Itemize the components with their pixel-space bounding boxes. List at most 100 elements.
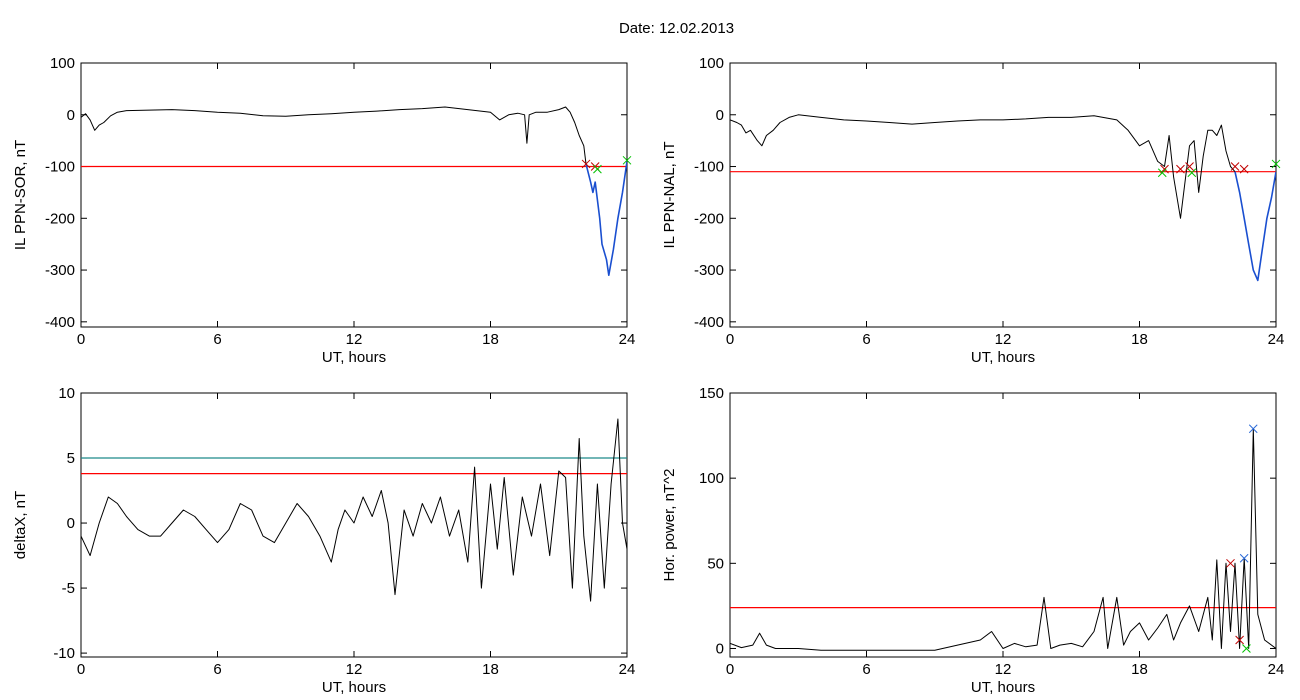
marker-green bbox=[1157, 168, 1167, 178]
y-axis-label: Hor. power, nT^2 bbox=[661, 469, 678, 582]
y-tick-label: 50 bbox=[707, 555, 724, 572]
x-tick-label: 12 bbox=[346, 661, 363, 678]
marker-stroke bbox=[1157, 168, 1167, 178]
y-tick-label: 5 bbox=[67, 450, 75, 467]
plot-area bbox=[81, 106, 627, 276]
marker-red bbox=[1235, 635, 1244, 645]
plot-area bbox=[81, 418, 627, 602]
x-tick-label: 24 bbox=[1268, 331, 1285, 348]
marker-stroke bbox=[1239, 164, 1249, 174]
y-tick-label: 0 bbox=[67, 515, 75, 532]
series-line-black bbox=[730, 114, 1236, 219]
marker-stroke bbox=[1242, 644, 1251, 653]
marker-red bbox=[1185, 162, 1194, 171]
marker-blue bbox=[1248, 424, 1258, 434]
marker-stroke bbox=[593, 164, 602, 174]
x-tick-label: 24 bbox=[1268, 661, 1285, 678]
marker-red bbox=[1226, 558, 1235, 568]
series-line-blue bbox=[1234, 171, 1276, 282]
y-tick-label: -10 bbox=[53, 645, 75, 662]
y-tick-label: -100 bbox=[45, 159, 75, 176]
chart-deltax: 0 6 12 18 24 10 5 0 -5 -10 UT, hours deltaX, nT bbox=[12, 385, 635, 696]
marker-stroke bbox=[1185, 162, 1194, 171]
x-axis-label: UT, hours bbox=[322, 679, 386, 696]
y-tick-label: 100 bbox=[699, 55, 724, 72]
x-tick-label: 18 bbox=[1131, 661, 1148, 678]
chart-power: 0 6 12 18 24 150 100 50 0 UT, hours Hor. power, nT… bbox=[661, 385, 1284, 696]
x-tick-label: 0 bbox=[77, 661, 85, 678]
marker-stroke bbox=[1248, 424, 1258, 434]
marker-stroke bbox=[1226, 558, 1235, 568]
marker-green bbox=[1271, 159, 1281, 169]
plot-area bbox=[730, 114, 1276, 282]
x-tick-label: 18 bbox=[482, 661, 499, 678]
x-tick-label: 12 bbox=[995, 331, 1012, 348]
x-axis-label: UT, hours bbox=[971, 349, 1035, 366]
y-tick-label: -400 bbox=[694, 314, 724, 331]
y-tick-label: 150 bbox=[699, 385, 724, 402]
y-tick-label: -300 bbox=[45, 262, 75, 279]
x-tick-label: 24 bbox=[619, 331, 636, 348]
marker-stroke bbox=[1230, 162, 1240, 171]
y-tick-label: 0 bbox=[716, 640, 724, 657]
marker-stroke bbox=[1239, 553, 1249, 563]
y-tick-label: -100 bbox=[694, 159, 724, 176]
plot-area bbox=[730, 428, 1276, 651]
x-tick-label: 12 bbox=[995, 661, 1012, 678]
x-tick-label: 24 bbox=[619, 661, 636, 678]
marker-red bbox=[581, 159, 591, 169]
series-line-blue bbox=[585, 161, 627, 276]
date-value: 12.02.2013 bbox=[658, 20, 735, 37]
chart-sor: 0 6 12 18 24 100 0 -100 -200 -300 -400 UT, hours IL … bbox=[12, 55, 635, 366]
marker-stroke bbox=[581, 159, 591, 169]
y-tick-label: -5 bbox=[62, 580, 75, 597]
marker-red bbox=[1176, 164, 1185, 174]
marker-green bbox=[593, 164, 602, 174]
date-title: Date: 12.02.2013 bbox=[0, 20, 1300, 37]
y-tick-label: 10 bbox=[58, 385, 75, 402]
x-tick-label: 12 bbox=[346, 331, 363, 348]
y-tick-label: 0 bbox=[716, 107, 724, 124]
series-line-black bbox=[730, 428, 1276, 651]
marker-blue bbox=[1239, 553, 1249, 563]
marker-red bbox=[1230, 162, 1240, 171]
x-tick-label: 6 bbox=[862, 661, 870, 678]
y-tick-label: 100 bbox=[699, 470, 724, 487]
marker-green bbox=[1187, 168, 1197, 178]
marker-stroke bbox=[1235, 635, 1244, 645]
x-tick-label: 0 bbox=[726, 331, 734, 348]
x-tick-label: 18 bbox=[1131, 331, 1148, 348]
x-axis-label: UT, hours bbox=[971, 679, 1035, 696]
marker-stroke bbox=[1271, 159, 1281, 169]
x-tick-label: 0 bbox=[77, 331, 85, 348]
y-axis-label: deltaX, nT bbox=[12, 491, 29, 559]
plot-frame bbox=[80, 392, 628, 658]
marker-red bbox=[1239, 164, 1249, 174]
marker-stroke bbox=[1176, 164, 1185, 174]
y-axis-label: IL PPN-NAL, nT bbox=[661, 142, 678, 249]
marker-green bbox=[1242, 644, 1251, 653]
chart-nal: 0 6 12 18 24 100 0 -100 -200 -300 -400 UT, hours IL … bbox=[661, 55, 1284, 366]
x-tick-label: 6 bbox=[213, 331, 221, 348]
marker-stroke bbox=[622, 155, 632, 165]
x-axis-label: UT, hours bbox=[322, 349, 386, 366]
plot-frame bbox=[729, 62, 1277, 328]
series-line-black bbox=[81, 106, 587, 164]
x-tick-label: 6 bbox=[862, 331, 870, 348]
y-tick-label: 0 bbox=[67, 107, 75, 124]
marker-green bbox=[622, 155, 632, 165]
y-tick-label: -200 bbox=[45, 210, 75, 227]
plot-frame bbox=[80, 62, 628, 328]
y-tick-label: -200 bbox=[694, 210, 724, 227]
x-tick-label: 6 bbox=[213, 661, 221, 678]
y-axis-label: IL PPN-SOR, nT bbox=[12, 140, 29, 250]
y-tick-label: 100 bbox=[50, 55, 75, 72]
series-line-black bbox=[81, 418, 627, 602]
x-tick-label: 18 bbox=[482, 331, 499, 348]
y-tick-label: -400 bbox=[45, 314, 75, 331]
x-tick-label: 0 bbox=[726, 661, 734, 678]
marker-stroke bbox=[1187, 168, 1197, 178]
date-label: Date: bbox=[618, 20, 655, 37]
y-tick-label: -300 bbox=[694, 262, 724, 279]
